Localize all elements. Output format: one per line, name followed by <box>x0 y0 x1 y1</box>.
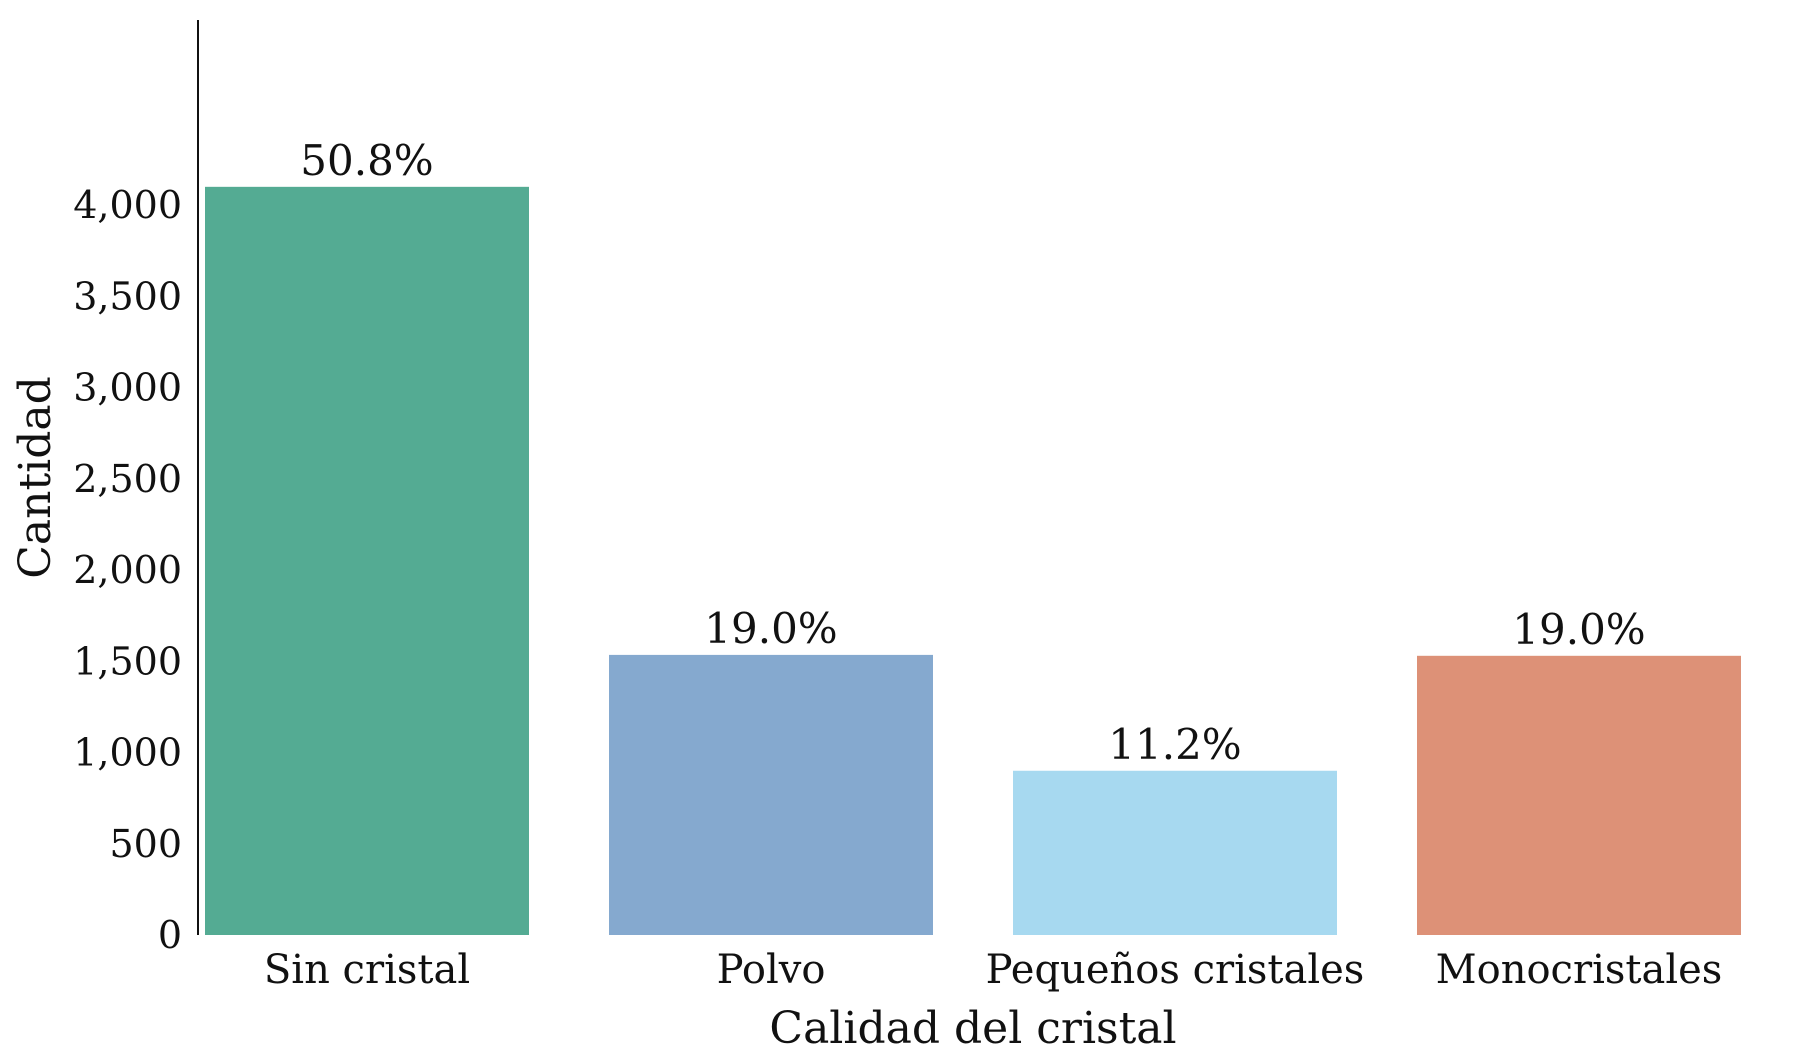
y-tick-label: 1,000 <box>73 731 182 775</box>
y-tick-label: 3,000 <box>73 366 182 410</box>
y-tick-label: 500 <box>109 822 182 866</box>
bar-data-label: 50.8% <box>300 136 433 185</box>
bars <box>205 186 1741 935</box>
bar-data-label: 11.2% <box>1108 720 1241 769</box>
y-tick-label: 4,000 <box>73 183 182 227</box>
y-axis-title: Cantidad <box>10 376 61 579</box>
x-tick-label: Pequeños cristales <box>986 947 1365 993</box>
x-tick-label: Sin cristal <box>264 947 470 993</box>
y-tick-label: 3,500 <box>73 274 182 318</box>
x-tick-label: Polvo <box>717 947 826 993</box>
bar <box>1417 655 1741 935</box>
data-labels: 50.8% 19.0% 11.2% 19.0% <box>300 136 1645 769</box>
bar <box>205 186 529 935</box>
bar-data-label: 19.0% <box>1512 605 1645 654</box>
x-axis-title: Calidad del cristal <box>769 1003 1176 1054</box>
x-tick-label: Monocristales <box>1436 947 1723 993</box>
bar-data-label: 19.0% <box>704 604 837 653</box>
x-axis-tick-labels: Sin cristal Polvo Pequeños cristales Monocr… <box>264 947 1722 993</box>
y-axis-ticks: 0 500 1,000 1,500 2,000 2,500 3,000 3,500 4,000 <box>73 183 182 957</box>
bar <box>609 654 933 935</box>
y-tick-label: 0 <box>158 913 182 957</box>
y-tick-label: 2,000 <box>73 548 182 592</box>
bar <box>1013 770 1337 935</box>
y-tick-label: 2,500 <box>73 457 182 501</box>
y-tick-label: 1,500 <box>73 639 182 683</box>
